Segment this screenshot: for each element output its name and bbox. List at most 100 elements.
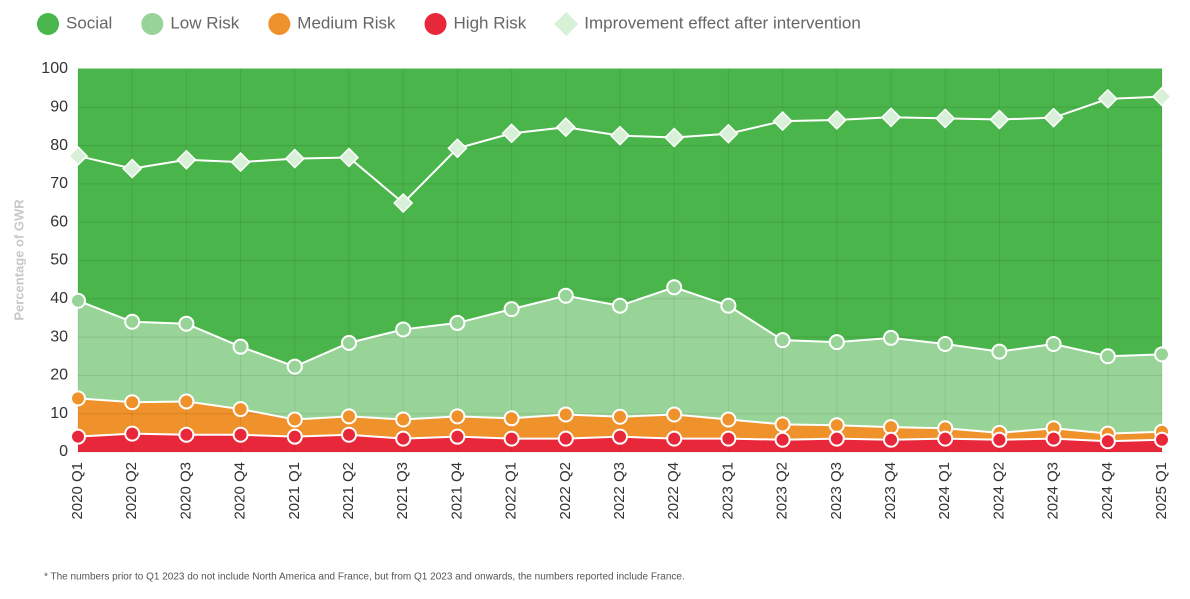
- data-point: [666, 430, 683, 447]
- x-tick-label: 2023 Q4: [882, 462, 899, 520]
- data-point: [1099, 433, 1116, 450]
- y-tick-label: 20: [50, 367, 68, 384]
- data-point: [393, 192, 414, 214]
- data-point: [1097, 88, 1118, 109]
- legend-marker: [268, 13, 291, 35]
- data-point: [449, 314, 466, 331]
- data-point: [286, 428, 303, 445]
- data-point: [557, 406, 574, 423]
- data-point: [720, 297, 737, 314]
- data-point: [232, 426, 249, 443]
- data-point: [1151, 86, 1173, 107]
- data-point: [935, 108, 956, 129]
- legend-marker: [424, 13, 447, 35]
- legend-marker: [141, 13, 164, 35]
- x-tick-label: 2022 Q3: [611, 462, 628, 520]
- x-tick-label: 2024 Q2: [990, 462, 1007, 520]
- data-point: [828, 417, 845, 434]
- data-point: [341, 334, 357, 351]
- data-point: [178, 393, 195, 410]
- x-tick-label: 2020 Q2: [123, 462, 140, 520]
- data-point: [178, 315, 195, 332]
- x-tick-label: 2021 Q3: [394, 462, 411, 520]
- legend-label: Social: [66, 13, 112, 32]
- data-point: [774, 431, 791, 448]
- x-tick-label: 2023 Q1: [719, 462, 736, 520]
- data-point: [286, 358, 303, 375]
- x-tick-label: 2020 Q1: [69, 462, 86, 520]
- data-point: [232, 401, 249, 418]
- x-tick-label: 2022 Q1: [503, 462, 520, 520]
- x-tick-label: 2020 Q3: [177, 462, 194, 520]
- data-point: [880, 107, 902, 128]
- x-tick-label: 2025 Q1: [1153, 462, 1170, 520]
- data-point: [503, 430, 520, 447]
- data-point: [937, 430, 954, 447]
- x-tick-label: 2023 Q2: [774, 462, 791, 520]
- x-tick-label: 2021 Q1: [286, 462, 303, 520]
- data-point: [178, 426, 195, 443]
- data-point: [1045, 430, 1062, 447]
- data-point: [557, 287, 574, 304]
- data-point: [338, 147, 360, 168]
- data-point: [1099, 348, 1116, 365]
- y-tick-label: 40: [50, 290, 68, 307]
- y-tick-label: 0: [59, 443, 68, 460]
- data-point: [124, 394, 141, 411]
- data-point: [70, 428, 86, 445]
- x-tick-label: 2022 Q4: [665, 462, 682, 520]
- data-point: [720, 430, 737, 447]
- data-point: [826, 109, 847, 130]
- data-point: [341, 408, 357, 425]
- data-point: [828, 334, 845, 351]
- data-point: [666, 279, 683, 296]
- y-tick-label: 50: [50, 252, 68, 269]
- data-point: [503, 301, 520, 318]
- data-point: [991, 431, 1008, 448]
- footnote: * The numbers prior to Q1 2023 do not in…: [44, 572, 685, 583]
- area-fill: [78, 287, 1162, 434]
- data-point: [284, 148, 305, 169]
- y-tick-label: 100: [41, 60, 68, 77]
- legend-label: Low Risk: [170, 13, 239, 32]
- data-point: [286, 411, 303, 428]
- x-tick-label: 2024 Q3: [1045, 462, 1062, 520]
- data-point: [341, 426, 357, 443]
- data-point: [883, 329, 899, 346]
- data-point: [1043, 107, 1064, 128]
- data-point: [449, 408, 466, 425]
- data-point: [447, 138, 468, 159]
- y-tick-label: 80: [50, 137, 68, 154]
- x-tick-label: 2024 Q1: [936, 462, 953, 520]
- legend-label: Improvement effect after intervention: [584, 13, 861, 32]
- area-fill: [78, 69, 1162, 367]
- data-point: [70, 292, 86, 309]
- x-tick-label: 2020 Q4: [232, 462, 249, 520]
- legend-label: Medium Risk: [297, 13, 396, 32]
- data-point: [937, 335, 954, 352]
- data-point: [67, 145, 89, 167]
- data-point: [555, 117, 576, 138]
- data-point: [664, 127, 685, 148]
- data-point: [395, 411, 412, 428]
- x-tick-label: 2021 Q2: [340, 462, 357, 520]
- y-tick-label: 60: [50, 213, 68, 230]
- y-axis-title: Percentage of GWR: [11, 199, 26, 321]
- data-point: [612, 428, 628, 445]
- data-point: [176, 149, 197, 170]
- data-point: [232, 338, 249, 355]
- data-point: [124, 425, 141, 442]
- data-point: [718, 123, 739, 144]
- x-tick-label: 2021 Q4: [448, 462, 465, 520]
- data-point: [70, 390, 86, 407]
- data-point: [501, 123, 522, 144]
- data-point: [612, 297, 628, 314]
- data-point: [503, 410, 520, 427]
- data-point: [557, 430, 574, 447]
- data-point: [612, 408, 628, 425]
- legend-marker: [554, 12, 579, 36]
- data-point: [883, 431, 899, 448]
- data-point: [395, 430, 412, 447]
- data-point: [122, 158, 143, 179]
